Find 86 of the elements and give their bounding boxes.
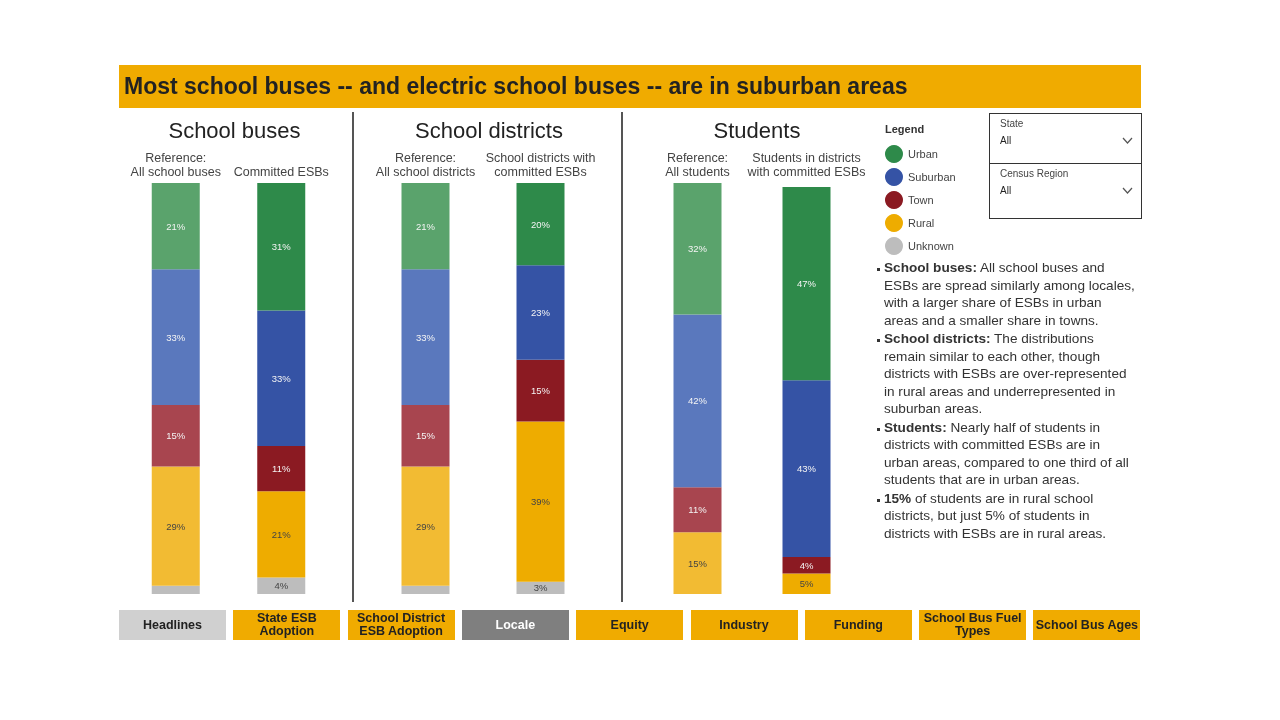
data-label: 33% [415, 331, 436, 343]
bar [782, 573, 831, 594]
legend-label: Urban [908, 148, 938, 160]
data-label: 47% [796, 278, 817, 290]
legend-label: Rural [908, 217, 935, 229]
chart-title: School buses [168, 117, 301, 143]
data-label: 32% [687, 243, 708, 255]
data-label: 42% [687, 395, 708, 407]
bar [257, 310, 306, 447]
x-tick-label: Reference: All students [665, 151, 730, 179]
data-label: 33% [166, 331, 186, 343]
data-label: 11% [688, 504, 708, 516]
data-label: 33% [271, 372, 292, 384]
text: Equity [576, 610, 684, 640]
bar [516, 265, 565, 360]
chart-title: School districts [415, 117, 563, 143]
text: Headlines [119, 610, 226, 640]
data-label: 4% [274, 580, 289, 592]
text: Most school buses -- and electric school buses -- are in suburban areas [119, 65, 1141, 108]
legend-title: Legend [885, 122, 925, 135]
text: All [1000, 135, 1012, 146]
data-label: 3% [533, 582, 548, 594]
bar [516, 359, 565, 422]
data-label: 29% [166, 520, 186, 532]
bar [401, 404, 450, 467]
bar [782, 380, 831, 558]
chart-title: Students [713, 117, 801, 143]
bar [257, 183, 306, 311]
text: School districts: The distributions remain similar to each other, though districts with ESBs are over-represented in rural areas and underrepresented in suburban areas. [883, 330, 1128, 418]
data-label: 21% [271, 528, 292, 540]
bar [257, 577, 306, 594]
data-label: 15% [415, 430, 436, 442]
text: Funding [804, 610, 912, 640]
data-label: 4% [799, 559, 814, 571]
data-label: 15% [166, 430, 186, 442]
bar [401, 269, 450, 405]
bar [516, 421, 565, 582]
data-label: 23% [530, 306, 551, 318]
data-label: 15% [687, 557, 708, 569]
text: School District ESB Adoption [347, 610, 455, 640]
legend-label: Suburban [908, 171, 956, 183]
bar [516, 183, 565, 266]
data-label: 11% [272, 463, 291, 475]
data-label: 31% [271, 241, 292, 253]
text: Locale [461, 610, 569, 640]
text: Students: Nearly half of students in districts with committed ESBs are in urban areas, compared to one third of all students that are in urban areas. [883, 418, 1130, 489]
legend-label: Unknown [908, 240, 954, 252]
text: School Bus Ages [1033, 610, 1141, 640]
bar [673, 314, 722, 488]
x-tick-label: Reference: All school districts [375, 151, 476, 179]
bar [151, 466, 200, 586]
legend-label: Town [908, 194, 934, 206]
bar [673, 532, 722, 594]
text: State [1000, 118, 1025, 129]
x-tick-label: Reference: All school buses [130, 151, 221, 179]
bar [257, 491, 306, 578]
bar [257, 446, 306, 492]
text: All [1000, 185, 1012, 196]
bar [401, 183, 450, 270]
data-label: 29% [415, 520, 436, 532]
data-label: 21% [415, 220, 436, 232]
bar [151, 183, 200, 270]
text: School buses: All school buses and ESBs are spread similarly among locales, with a larger share of ESBs in urban areas and a smaller share in towns. [883, 259, 1136, 329]
x-tick-label: Students in districts with committed ESBs [746, 151, 866, 179]
bar [673, 183, 722, 315]
x-tick-label: School districts with committed ESBs [485, 151, 596, 179]
text: State ESB Adoption [233, 610, 341, 640]
data-label: 39% [530, 496, 551, 508]
bar [401, 466, 450, 586]
x-tick-label: Committed ESBs [233, 165, 329, 179]
bar [151, 404, 200, 467]
text: 15% of students are in rural school districts, but just 5% of students in districts with ESBs are in rural areas. [883, 489, 1108, 542]
data-label: 20% [530, 218, 551, 230]
data-label: 43% [796, 463, 817, 475]
text: Census Region [1000, 168, 1070, 179]
bar [782, 557, 831, 574]
text: Industry [690, 610, 798, 640]
bar [151, 269, 200, 405]
text: School Bus Fuel Types [919, 610, 1027, 640]
bar [782, 187, 831, 381]
bar [151, 585, 200, 594]
bar [401, 585, 450, 594]
data-label: 21% [166, 220, 186, 232]
bar [673, 487, 722, 533]
data-label: 15% [530, 385, 551, 397]
data-label: 5% [799, 578, 814, 590]
